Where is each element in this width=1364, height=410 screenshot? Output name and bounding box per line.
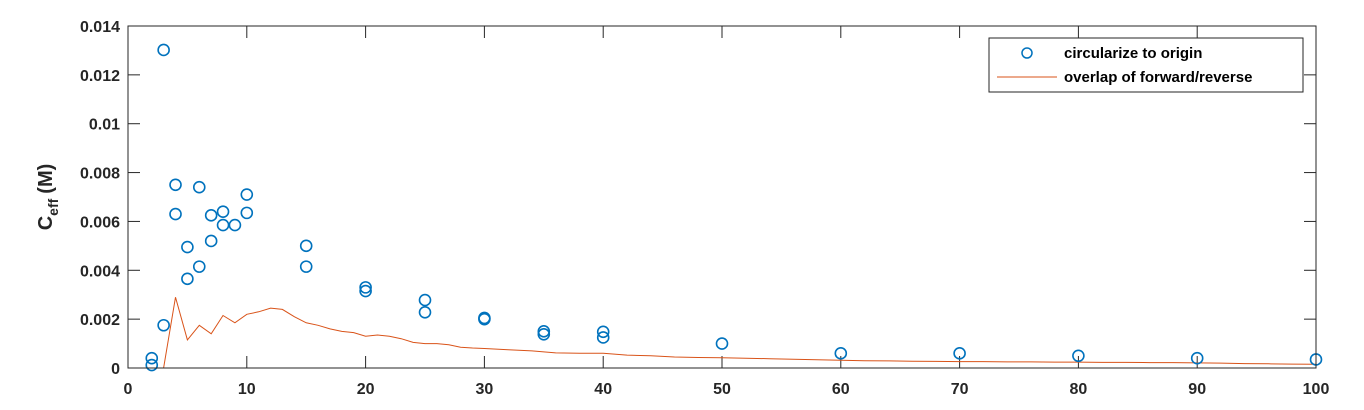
x-tick-label-7: 70	[951, 381, 969, 398]
x-tick-label-3: 30	[476, 381, 494, 398]
data-point-2	[157, 43, 170, 57]
data-point-32	[1072, 349, 1085, 363]
data-point-7	[181, 272, 194, 286]
data-point-13	[216, 218, 230, 232]
data-point-8	[192, 180, 206, 194]
legend: circularize to origin overlap of forward…	[988, 37, 1304, 93]
y-axis-label: Ceff (M)	[35, 164, 61, 231]
data-point-14	[228, 218, 242, 232]
data-point-22	[418, 306, 432, 319]
data-point-17	[299, 239, 313, 253]
x-tick-label-8: 80	[1070, 381, 1088, 398]
data-point-18	[299, 260, 313, 273]
y-tick-label-3: 0.006	[80, 214, 120, 231]
overlap-line	[151, 297, 1317, 369]
data-point-31	[953, 347, 966, 360]
y-tick-label-4: 0.008	[80, 166, 120, 183]
legend-box	[988, 37, 1304, 93]
series-layer	[145, 43, 1323, 372]
x-tick-label-2: 20	[357, 381, 375, 398]
y-axis-label-main: C	[35, 216, 57, 230]
y-tick-labels: 0 0.002 0.004 0.006 0.008 0.01 0.012 0.014	[80, 19, 120, 378]
data-point-19	[359, 281, 372, 294]
y-axis-label-sub: eff	[45, 198, 61, 215]
data-point-21	[418, 293, 432, 307]
x-tick-labels: 0 10 20 30 40 50 60 70 80 90 100	[124, 381, 1330, 398]
data-point-30	[834, 347, 848, 360]
x-tick-label-4: 40	[594, 381, 612, 398]
data-point-10	[204, 209, 218, 222]
x-tick-label-9: 90	[1188, 381, 1206, 398]
data-point-29	[715, 337, 729, 350]
y-tick-label-0: 0	[111, 361, 120, 378]
y-tick-label-5: 0.01	[89, 117, 120, 134]
y-tick-label-6: 0.012	[80, 68, 120, 85]
x-tick-label-0: 0	[124, 381, 133, 398]
data-point-12	[216, 205, 230, 218]
plot-frame	[127, 25, 1317, 369]
x-tick-label-10: 100	[1303, 381, 1330, 398]
data-point-5	[169, 207, 182, 221]
data-point-33	[1190, 351, 1204, 365]
legend-label-overlap: overlap of forward/reverse	[1064, 69, 1252, 86]
legend-marker-circularize	[1021, 47, 1033, 59]
y-tick-label-1: 0.002	[80, 312, 120, 329]
y-tick-label-2: 0.004	[80, 263, 120, 280]
data-point-16	[240, 206, 254, 220]
data-point-4	[169, 178, 182, 192]
data-point-24	[478, 312, 491, 326]
x-tick-label-6: 60	[832, 381, 850, 398]
y-axis-label-unit: (M)	[35, 164, 57, 194]
y-tick-label-7: 0.014	[80, 19, 120, 36]
data-point-15	[240, 188, 254, 201]
data-point-28	[596, 331, 610, 344]
x-tick-label-1: 10	[238, 381, 256, 398]
data-point-0	[145, 351, 159, 365]
data-point-27	[596, 325, 610, 339]
legend-label-circularize: circularize to origin	[1064, 45, 1202, 62]
data-point-3	[157, 318, 170, 332]
data-point-20	[359, 284, 372, 298]
x-tick-label-5: 50	[713, 381, 731, 398]
data-point-1	[145, 358, 159, 372]
data-point-26	[537, 327, 551, 341]
data-point-11	[204, 234, 218, 248]
data-point-6	[181, 240, 194, 254]
data-point-9	[192, 260, 206, 273]
